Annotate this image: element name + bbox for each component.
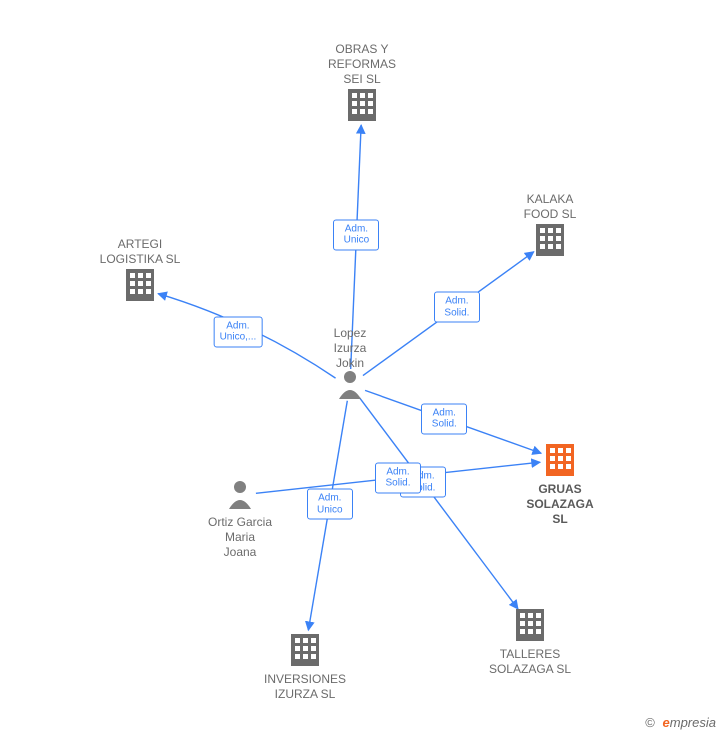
edge-label: Adm. Unico — [333, 219, 379, 250]
copyright-symbol: © — [645, 715, 655, 730]
brand-first-letter: e — [663, 715, 670, 730]
person-icon — [339, 371, 361, 399]
watermark: © empresia — [645, 715, 716, 730]
node-artegi[interactable]: ARTEGI LOGISTIKA SL — [80, 233, 200, 267]
building-icon — [126, 269, 154, 301]
building-icon — [348, 89, 376, 121]
building-icon — [291, 634, 319, 666]
node-label: ARTEGI LOGISTIKA SL — [80, 237, 200, 267]
node-ortiz[interactable]: Ortiz Garcia Maria Joana — [180, 511, 300, 560]
edge-label: Adm. Solid. — [375, 462, 421, 493]
node-label: OBRAS Y REFORMAS SEI SL — [302, 42, 422, 87]
node-label: TALLERES SOLAZAGA SL — [470, 647, 590, 677]
node-label: GRUAS SOLAZAGA SL — [500, 482, 620, 527]
node-inversiones[interactable]: INVERSIONES IZURZA SL — [245, 668, 365, 702]
edge-label: Adm. Unico — [307, 489, 353, 520]
node-label: KALAKA FOOD SL — [490, 192, 610, 222]
building-icon — [546, 444, 574, 476]
building-icon — [536, 224, 564, 256]
person-icon — [229, 481, 251, 509]
brand-rest: mpresia — [670, 715, 716, 730]
node-obras[interactable]: OBRAS Y REFORMAS SEI SL — [302, 38, 422, 87]
node-kalaka[interactable]: KALAKA FOOD SL — [490, 188, 610, 222]
node-talleres[interactable]: TALLERES SOLAZAGA SL — [470, 643, 590, 677]
edge-label: Adm. Solid. — [421, 403, 467, 434]
node-label: Lopez Izurza Jokin — [290, 326, 410, 371]
node-lopez[interactable]: Lopez Izurza Jokin — [290, 322, 410, 371]
edge-label: Adm. Unico,... — [214, 316, 263, 347]
node-label: Ortiz Garcia Maria Joana — [180, 515, 300, 560]
edge-label: Adm. Solid. — [434, 292, 480, 323]
building-icon — [516, 609, 544, 641]
node-label: INVERSIONES IZURZA SL — [245, 672, 365, 702]
node-solazaga[interactable]: GRUAS SOLAZAGA SL — [500, 478, 620, 527]
